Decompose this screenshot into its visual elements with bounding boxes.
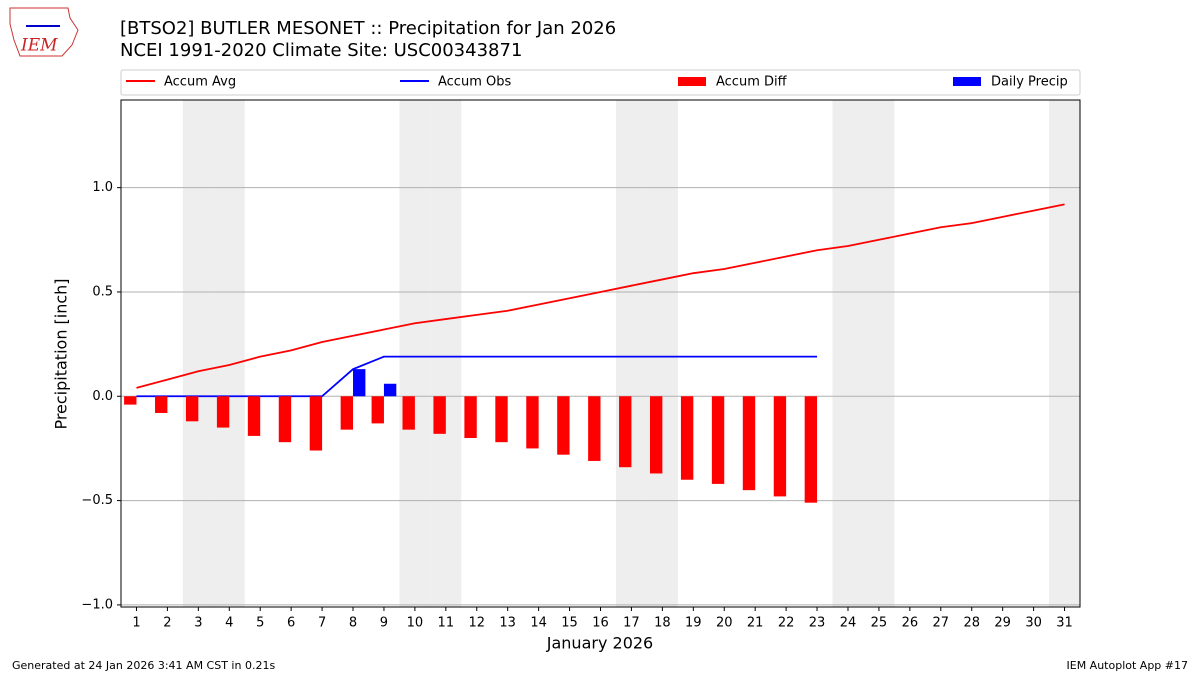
x-tick-label: 15 [561, 616, 578, 631]
bar [433, 396, 446, 434]
bar [526, 396, 539, 449]
x-tick-label: 6 [287, 616, 295, 631]
bar [402, 396, 415, 430]
x-tick-label: 16 [592, 616, 609, 631]
bar [247, 396, 261, 436]
bar [278, 396, 292, 443]
x-tick-label: 14 [530, 616, 547, 631]
bar [588, 396, 601, 461]
x-tick-label: 18 [654, 616, 671, 631]
weekend-shade [1049, 100, 1080, 607]
x-tick-label: 20 [716, 616, 733, 631]
line [136, 203, 1065, 389]
y-tick-label: −0.5 [81, 493, 113, 508]
footer-right: IEM Autoplot App #17 [1067, 659, 1189, 672]
x-tick-label: 29 [994, 616, 1011, 631]
x-tick-label: 5 [256, 616, 264, 631]
x-tick-label: 10 [407, 616, 424, 631]
bar [185, 396, 199, 422]
y-tick-label: −1.0 [81, 597, 113, 612]
bar [124, 396, 137, 405]
x-tick-label: 30 [1025, 616, 1042, 631]
x-tick-label: 26 [902, 616, 919, 631]
bar [383, 383, 397, 397]
weekend-shade [615, 100, 647, 607]
y-tick-label: 1.0 [92, 180, 113, 195]
bar [371, 396, 384, 424]
x-tick-label: 1 [132, 616, 140, 631]
bar [155, 396, 168, 413]
x-tick-label: 22 [778, 616, 795, 631]
x-tick-label: 28 [963, 616, 980, 631]
legend-label: Accum Obs [438, 75, 511, 90]
x-tick-label: 4 [225, 616, 233, 631]
weekend-shade [399, 100, 431, 607]
bar [649, 396, 663, 474]
x-tick-label: 25 [871, 616, 888, 631]
bar [557, 396, 570, 455]
bar [495, 396, 508, 443]
bar [711, 396, 725, 484]
weekend-shade [182, 100, 214, 607]
weekend-shade [213, 100, 245, 607]
y-axis-label: Precipitation [inch] [52, 278, 71, 429]
plot-frame [120, 99, 1081, 608]
x-tick-label: 23 [809, 616, 826, 631]
x-tick-label: 12 [468, 616, 485, 631]
bar [804, 396, 818, 503]
bar [742, 396, 756, 491]
x-tick-label: 31 [1056, 616, 1073, 631]
y-tick-label: 0.0 [92, 389, 113, 404]
chart-subtitle: NCEI 1991-2020 Climate Site: USC00343871 [120, 40, 522, 61]
legend-label: Daily Precip [991, 75, 1068, 90]
weekend-shade [863, 100, 895, 607]
bar [340, 396, 354, 430]
x-tick-label: 3 [194, 616, 202, 631]
x-tick-label: 13 [499, 616, 516, 631]
footer-left: Generated at 24 Jan 2026 3:41 AM CST in … [12, 659, 275, 672]
legend-label: Accum Avg [164, 75, 236, 90]
bar [216, 396, 230, 428]
x-tick-label: 27 [933, 616, 950, 631]
bar [619, 396, 632, 468]
y-tick-label: 0.5 [92, 284, 113, 299]
x-tick-label: 11 [438, 616, 455, 631]
x-tick-label: 17 [623, 616, 640, 631]
logo: IEM [9, 7, 79, 57]
bar [353, 369, 366, 397]
x-tick-label: 7 [318, 616, 326, 631]
x-tick-label: 24 [840, 616, 857, 631]
bar [680, 396, 694, 480]
x-tick-label: 9 [380, 616, 388, 631]
x-tick-label: 8 [349, 616, 357, 631]
weekend-shade [646, 100, 678, 607]
bar [773, 396, 787, 497]
x-axis-label: January 2026 [546, 634, 653, 653]
chart-title: [BTSO2] BUTLER MESONET :: Precipitation … [120, 18, 616, 39]
x-tick-label: 19 [685, 616, 702, 631]
weekend-shade [430, 100, 462, 607]
bar [309, 396, 323, 451]
logo-outline [9, 7, 79, 57]
x-tick-label: 21 [747, 616, 764, 631]
legend-box [120, 69, 1081, 96]
weekend-shade [832, 100, 864, 607]
bar [464, 396, 477, 438]
legend-swatch [953, 77, 981, 86]
legend-label: Accum Diff [716, 75, 788, 90]
x-tick-label: 2 [163, 616, 171, 631]
plot-area [121, 100, 1080, 607]
legend-swatch [678, 77, 706, 86]
logo-text: IEM [20, 36, 58, 56]
